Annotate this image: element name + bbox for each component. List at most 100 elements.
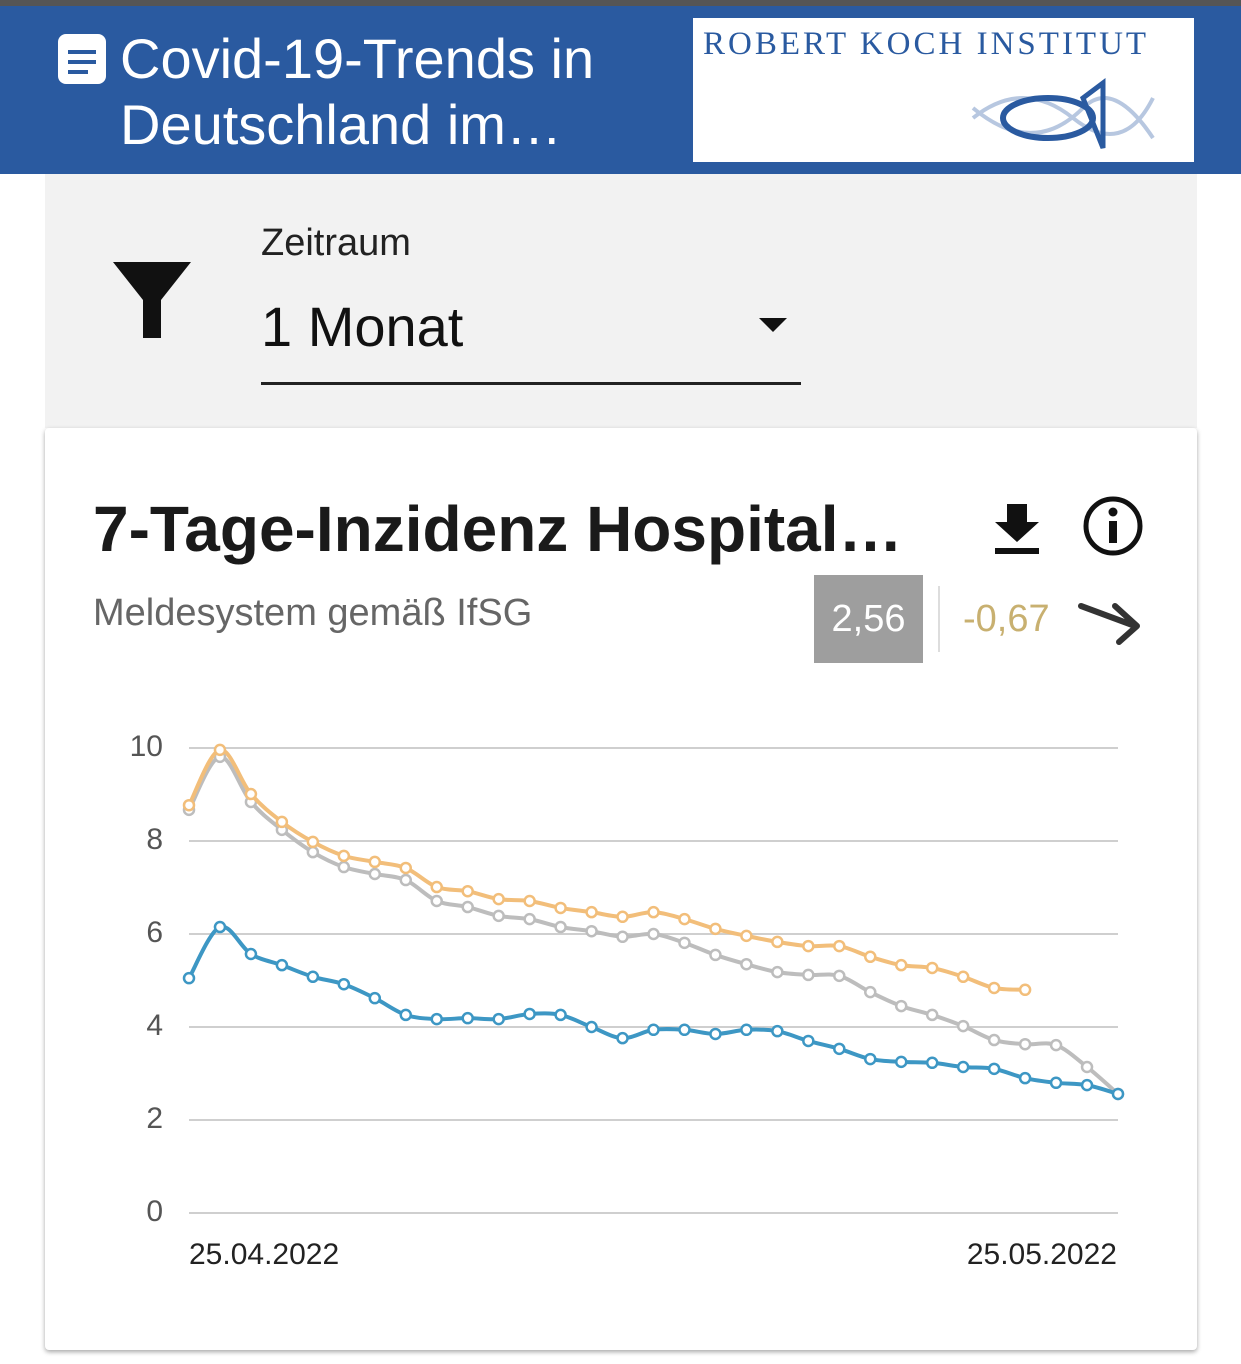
data-point [244,787,258,801]
data-point [1049,1038,1063,1052]
dropdown-arrow[interactable] [757,314,791,334]
data-point [585,905,598,919]
data-point [771,1024,784,1038]
logo-text: ROBERT KOCH INSTITUT [703,26,1150,62]
data-point [244,947,258,961]
data-point [585,1020,598,1034]
y-tick-label: 4 [146,1009,163,1042]
data-point [894,958,908,972]
data-point [461,884,474,898]
data-point [399,873,413,887]
data-point [337,849,351,863]
data-point [740,1023,753,1037]
app-title: Covid-19-Trends in Deutschland im… [120,27,595,156]
data-point [182,798,196,812]
chart-card: 7-Tage-Inzidenz Hospital… Meldesystem ge… [45,428,1197,1350]
data-point [430,1012,443,1026]
card-title: 7-Tage-Inzidenz Hospital… [93,493,903,565]
data-point [802,968,815,982]
data-point [925,1008,939,1022]
data-point [461,900,474,914]
data-point [430,894,443,908]
data-point [925,1056,939,1070]
change-value: -0,67 [963,598,1050,640]
logo: ROBERT KOCH INSTITUT [693,18,1194,162]
data-point [616,1031,629,1045]
data-point [399,1008,413,1022]
data-point [1111,1087,1125,1101]
data-point [1018,983,1032,997]
data-point [771,965,784,979]
data-point [1018,1071,1032,1085]
filter-icon [113,262,191,338]
data-point [987,981,1001,995]
card-subtitle: Meldesystem gemäß IfSG [93,592,533,634]
data-point [802,939,815,953]
data-point [523,894,536,908]
data-point [647,1023,660,1037]
data-point [554,1008,567,1022]
data-point [987,1033,1001,1047]
data-point [368,991,382,1005]
y-tick-label: 6 [146,916,163,949]
data-point [523,1007,536,1021]
data-point [647,927,660,941]
data-point [554,901,567,915]
data-point [585,924,598,938]
data-point [956,970,970,984]
data-point [182,971,196,985]
y-tick-label: 10 [130,730,163,763]
data-point [616,930,629,944]
data-point [956,1019,970,1033]
status-strip [0,0,1241,6]
data-point [1018,1037,1032,1051]
y-tick-label: 2 [146,1102,163,1135]
data-point [864,1052,877,1066]
data-point [368,855,382,869]
data-point [554,920,567,934]
data-point [368,867,382,881]
data-point [492,892,505,906]
data-point [213,743,227,757]
data-point [678,1023,691,1037]
data-point [740,929,753,943]
x-tick-label: 25.05.2022 [967,1238,1117,1271]
data-point [306,970,320,984]
filter-select[interactable]: 1 Monat [261,295,464,358]
data-point [709,948,722,962]
data-point [894,999,908,1013]
data-point [337,860,351,874]
data-point [709,1027,722,1041]
y-tick-label: 8 [146,823,163,856]
data-point [337,977,351,991]
data-point [956,1060,970,1074]
document-icon [58,34,106,84]
data-point [523,912,536,926]
y-tick-label: 0 [146,1195,163,1228]
filter-label: Zeitraum [261,222,411,264]
data-point [987,1062,1001,1076]
data-point [709,922,722,936]
data-point [864,950,877,964]
data-point [306,845,320,859]
series-line [187,747,1026,992]
data-point [771,935,784,949]
info-button[interactable] [1081,494,1145,558]
data-point [833,1042,846,1056]
data-point [213,920,227,934]
data-point [1049,1076,1063,1090]
data-point [275,958,289,972]
data-point [616,910,629,924]
data-point [492,1012,505,1026]
filter-panel: Zeitraum 1 Monat [45,174,1197,428]
data-point [647,905,660,919]
data-point [399,861,413,875]
data-point [1080,1078,1094,1092]
data-point [1080,1060,1094,1074]
download-button[interactable] [993,502,1043,558]
data-point [678,936,691,950]
data-point [864,985,877,999]
data-point [833,939,846,953]
